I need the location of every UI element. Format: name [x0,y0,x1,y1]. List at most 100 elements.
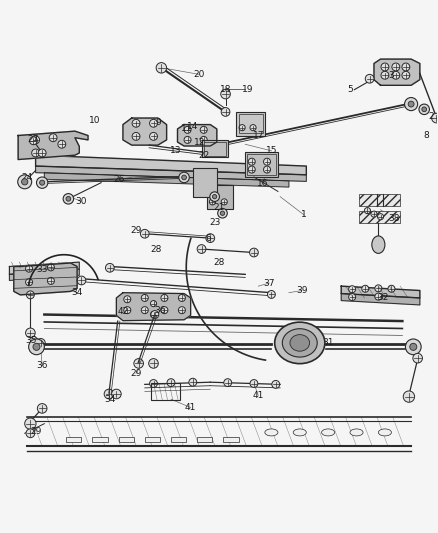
Ellipse shape [290,335,310,351]
Circle shape [178,306,185,313]
Text: 12: 12 [194,138,205,147]
Circle shape [182,175,187,180]
Polygon shape [35,166,306,181]
Circle shape [212,195,217,199]
Circle shape [184,136,191,143]
Bar [237,111,265,135]
Bar [207,185,233,209]
Circle shape [405,98,418,111]
Circle shape [221,108,230,116]
Text: 29: 29 [131,369,142,378]
Polygon shape [44,173,289,187]
Circle shape [221,89,230,99]
Ellipse shape [378,429,392,436]
Circle shape [25,328,35,338]
Circle shape [26,291,34,299]
Ellipse shape [293,429,306,436]
Circle shape [37,403,47,413]
Circle shape [167,379,175,386]
Circle shape [403,391,415,402]
Ellipse shape [321,429,335,436]
Bar [195,171,215,195]
Circle shape [124,296,131,303]
Circle shape [32,136,39,144]
Text: 18: 18 [220,85,231,94]
Text: 29: 29 [131,226,142,235]
Circle shape [220,211,225,215]
Text: 1: 1 [301,211,307,220]
Circle shape [161,306,168,313]
Polygon shape [374,59,420,85]
Circle shape [47,277,54,285]
Text: 2: 2 [428,112,434,121]
Bar [193,168,217,197]
Text: 21: 21 [213,203,225,212]
Circle shape [179,172,189,183]
Circle shape [189,378,197,386]
Text: 41: 41 [253,391,264,400]
Circle shape [206,234,215,243]
Text: 41: 41 [185,403,196,412]
Circle shape [264,158,271,165]
Bar [247,154,276,175]
Circle shape [349,294,356,301]
Text: 34: 34 [104,395,116,404]
Circle shape [150,133,157,140]
Circle shape [248,158,255,165]
Circle shape [150,119,157,127]
Circle shape [25,265,32,272]
Circle shape [36,338,45,348]
Circle shape [36,177,48,188]
Circle shape [392,63,400,71]
Circle shape [21,179,28,185]
Bar [204,142,226,156]
Ellipse shape [265,429,278,436]
Circle shape [106,263,114,272]
Circle shape [378,214,384,220]
Circle shape [402,71,410,79]
Ellipse shape [372,236,385,253]
Circle shape [272,381,280,389]
Bar [66,437,81,442]
Text: 23: 23 [209,219,220,228]
Circle shape [150,311,156,318]
Circle shape [149,359,158,368]
Circle shape [419,104,429,115]
Circle shape [375,293,382,300]
Text: 22: 22 [198,151,209,160]
Circle shape [150,301,156,306]
Circle shape [197,245,206,253]
Text: 24: 24 [21,173,32,182]
Circle shape [151,311,159,318]
Bar [209,187,231,207]
Circle shape [239,125,245,131]
Circle shape [112,389,121,399]
Polygon shape [177,125,217,146]
Circle shape [388,285,395,292]
Circle shape [47,264,54,271]
Text: 16: 16 [257,179,268,188]
Bar [197,437,212,442]
Polygon shape [10,269,79,280]
Polygon shape [117,293,191,321]
Circle shape [58,140,66,148]
Circle shape [63,193,74,204]
Circle shape [200,136,207,143]
Circle shape [365,75,374,83]
Polygon shape [341,294,420,305]
Bar [359,194,400,206]
Circle shape [200,126,207,133]
Circle shape [141,294,148,302]
Circle shape [134,359,144,368]
Text: 14: 14 [187,122,198,131]
Bar [119,437,134,442]
Circle shape [77,276,86,285]
Text: 8: 8 [424,131,429,140]
Circle shape [38,149,46,157]
Text: 42: 42 [117,306,129,316]
Polygon shape [341,286,420,298]
Circle shape [209,199,215,205]
Circle shape [218,208,227,218]
Text: 27: 27 [28,135,39,144]
Text: 34: 34 [71,288,83,297]
